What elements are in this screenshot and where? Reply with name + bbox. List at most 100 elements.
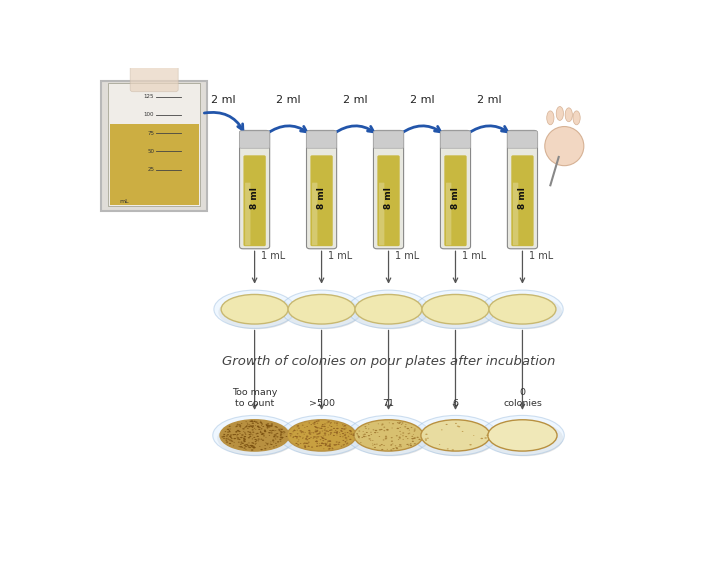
FancyBboxPatch shape <box>377 155 400 246</box>
Ellipse shape <box>407 438 408 439</box>
Ellipse shape <box>408 444 410 445</box>
Ellipse shape <box>412 441 413 442</box>
Ellipse shape <box>251 446 253 447</box>
Ellipse shape <box>485 420 563 457</box>
Ellipse shape <box>573 111 580 125</box>
Ellipse shape <box>236 426 238 427</box>
Ellipse shape <box>249 421 252 422</box>
Ellipse shape <box>330 432 332 433</box>
Ellipse shape <box>342 436 343 437</box>
Ellipse shape <box>399 437 401 438</box>
Ellipse shape <box>412 438 414 440</box>
Ellipse shape <box>251 446 253 447</box>
Ellipse shape <box>348 433 350 434</box>
Ellipse shape <box>267 423 269 424</box>
Ellipse shape <box>240 444 242 445</box>
Ellipse shape <box>280 434 282 436</box>
Ellipse shape <box>240 446 242 447</box>
Ellipse shape <box>325 445 327 446</box>
Ellipse shape <box>238 439 240 440</box>
Ellipse shape <box>271 425 273 427</box>
Ellipse shape <box>251 425 253 427</box>
FancyBboxPatch shape <box>240 131 270 249</box>
Ellipse shape <box>305 446 306 447</box>
Ellipse shape <box>245 433 246 434</box>
Ellipse shape <box>240 437 243 438</box>
Ellipse shape <box>294 430 295 431</box>
FancyBboxPatch shape <box>513 182 518 245</box>
Ellipse shape <box>259 427 261 428</box>
Ellipse shape <box>268 432 271 433</box>
FancyBboxPatch shape <box>374 131 404 148</box>
Ellipse shape <box>253 443 254 444</box>
Ellipse shape <box>257 425 258 427</box>
Ellipse shape <box>220 420 289 451</box>
Ellipse shape <box>298 428 300 429</box>
Ellipse shape <box>374 432 377 433</box>
Ellipse shape <box>237 430 239 431</box>
Ellipse shape <box>213 415 297 455</box>
Ellipse shape <box>368 424 369 425</box>
Ellipse shape <box>486 434 489 436</box>
Ellipse shape <box>253 447 255 449</box>
Ellipse shape <box>237 438 239 440</box>
Ellipse shape <box>296 436 298 437</box>
Ellipse shape <box>398 439 400 440</box>
Ellipse shape <box>274 434 276 436</box>
Ellipse shape <box>261 423 263 424</box>
Ellipse shape <box>295 443 297 444</box>
Ellipse shape <box>391 437 392 438</box>
Ellipse shape <box>329 441 331 442</box>
Ellipse shape <box>379 445 381 446</box>
Ellipse shape <box>565 108 572 121</box>
Ellipse shape <box>233 438 236 439</box>
Ellipse shape <box>311 446 313 447</box>
Ellipse shape <box>413 415 498 455</box>
Ellipse shape <box>328 434 329 435</box>
Ellipse shape <box>314 426 316 427</box>
Ellipse shape <box>281 432 283 433</box>
Ellipse shape <box>546 111 554 125</box>
Text: 8 ml: 8 ml <box>384 188 393 209</box>
Ellipse shape <box>425 438 427 440</box>
Ellipse shape <box>328 449 330 450</box>
Ellipse shape <box>345 442 346 443</box>
Ellipse shape <box>413 438 415 439</box>
Ellipse shape <box>336 434 338 436</box>
Ellipse shape <box>395 445 396 446</box>
Ellipse shape <box>253 421 255 422</box>
Ellipse shape <box>410 444 412 445</box>
Ellipse shape <box>317 436 319 437</box>
Ellipse shape <box>469 444 472 445</box>
Ellipse shape <box>228 430 230 431</box>
Ellipse shape <box>392 423 394 424</box>
Ellipse shape <box>398 446 400 447</box>
Text: Too many
to count: Too many to count <box>232 388 277 407</box>
Ellipse shape <box>314 421 316 423</box>
Ellipse shape <box>252 432 254 433</box>
Ellipse shape <box>365 436 366 437</box>
Ellipse shape <box>287 420 356 451</box>
Ellipse shape <box>229 431 230 432</box>
Ellipse shape <box>382 424 384 425</box>
Ellipse shape <box>297 433 299 434</box>
Ellipse shape <box>411 438 413 439</box>
Ellipse shape <box>305 438 307 439</box>
Ellipse shape <box>261 434 263 435</box>
Text: Growth of colonies on pour plates after incubation: Growth of colonies on pour plates after … <box>222 355 555 368</box>
Ellipse shape <box>241 447 243 448</box>
Ellipse shape <box>268 426 271 428</box>
Ellipse shape <box>321 436 322 437</box>
Ellipse shape <box>246 444 248 445</box>
Ellipse shape <box>306 439 308 440</box>
Ellipse shape <box>374 447 376 448</box>
FancyBboxPatch shape <box>374 131 404 249</box>
Ellipse shape <box>259 446 261 447</box>
Ellipse shape <box>418 439 420 440</box>
Ellipse shape <box>275 438 276 440</box>
FancyBboxPatch shape <box>508 131 538 148</box>
Ellipse shape <box>336 441 338 442</box>
Ellipse shape <box>304 445 306 447</box>
Ellipse shape <box>349 430 351 431</box>
Ellipse shape <box>305 438 307 440</box>
